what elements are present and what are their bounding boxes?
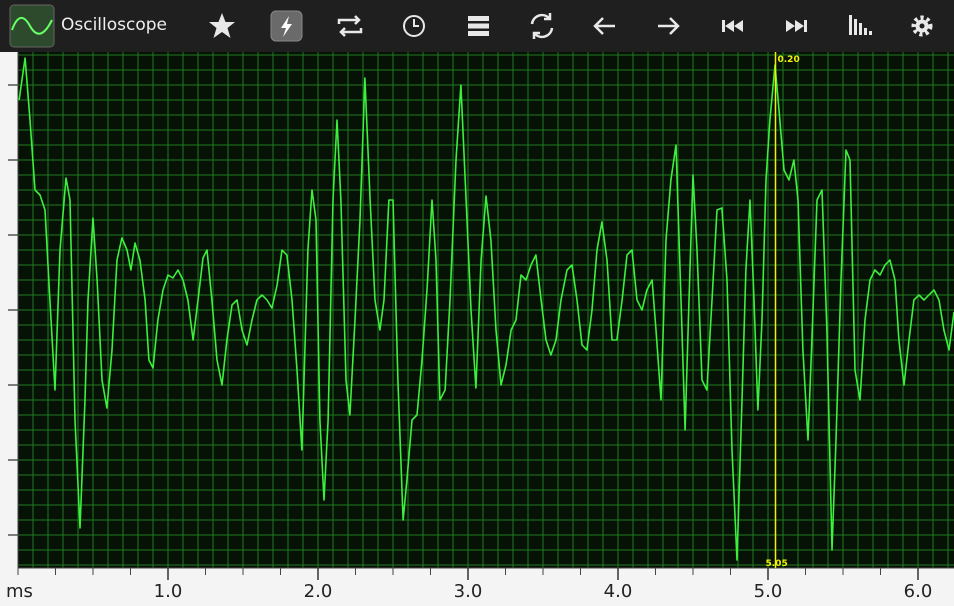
refresh-button[interactable]	[530, 13, 554, 39]
settings-button[interactable]	[911, 15, 933, 37]
waveform	[18, 57, 954, 561]
spectrum-button[interactable]	[849, 15, 872, 35]
toolbar: Oscilloscope	[0, 0, 954, 52]
star-button[interactable]	[209, 13, 235, 38]
app-title: Oscilloscope	[61, 15, 168, 35]
x-tick-label: 1.0	[154, 581, 183, 602]
x-tick-label: 4.0	[604, 581, 633, 602]
list-button[interactable]	[468, 16, 489, 36]
cursor-time-label: 5.05	[766, 559, 788, 569]
forward-button[interactable]	[658, 17, 680, 35]
back-button[interactable]	[593, 17, 615, 35]
toolbar-icons	[9, 4, 933, 48]
x-axis-label: ms	[6, 581, 33, 602]
x-tick-label: 3.0	[454, 581, 483, 602]
x-tick-label: 5.0	[754, 581, 783, 602]
oscilloscope-chart: 1.0 2.0 3.0 4.0 5.0 6.0 ms 0.20 5.05	[6, 52, 954, 602]
app-icon[interactable]	[9, 4, 55, 48]
next-button[interactable]	[786, 20, 807, 32]
trigger-button[interactable]	[270, 10, 303, 42]
x-tick-label: 6.0	[904, 581, 933, 602]
cursor-value-label: 0.20	[778, 55, 800, 65]
previous-button[interactable]	[722, 20, 743, 32]
x-tick-label: 2.0	[304, 581, 333, 602]
clock-button[interactable]	[403, 15, 425, 37]
repeat-button[interactable]	[337, 15, 363, 37]
